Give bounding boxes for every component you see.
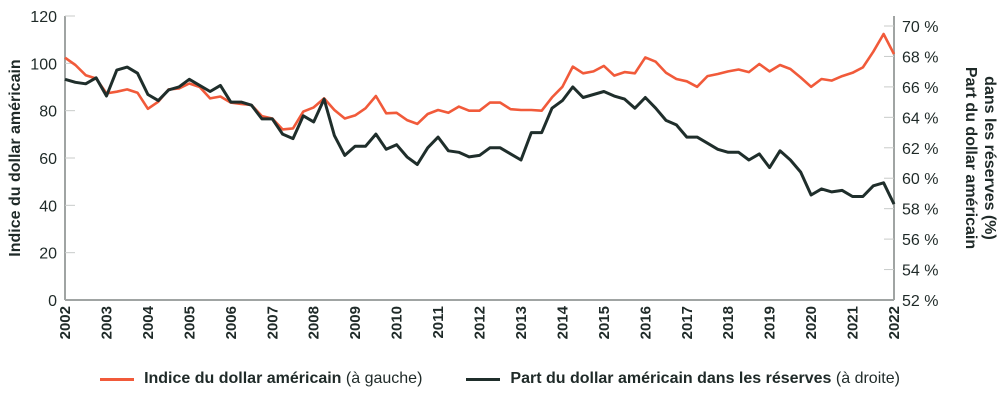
legend-item-reserve-share[interactable]: Part du dollar américain dans les réserv…: [466, 370, 900, 388]
x-tick-label: 2010: [389, 306, 406, 339]
left-tick-label: 0: [48, 293, 57, 310]
x-axis: 2002 2003 2004 2005 2006 2007 2008 2009 2010 2011…: [57, 299, 903, 339]
legend-swatch-orange: [100, 377, 135, 381]
legend-swatch-dark: [466, 377, 501, 381]
legend-suffix: (à gauche): [345, 370, 423, 387]
x-tick-label: 2013: [513, 306, 530, 339]
x-tick-label: 2009: [347, 306, 364, 339]
x-tick-label: 2006: [223, 306, 240, 339]
x-tick-label: 2019: [762, 306, 779, 339]
right-tick-label: 64 %: [902, 110, 938, 127]
x-tick-label: 2020: [803, 306, 820, 339]
right-axis-label-line2: dans les réserves (%): [981, 76, 998, 240]
x-tick-label: 2008: [306, 306, 323, 339]
legend: Indice du dollar américain (à gauche) Pa…: [0, 370, 1000, 388]
x-tick-label: 2018: [720, 306, 737, 339]
x-tick-label: 2011: [430, 306, 447, 339]
x-tick-label: 2012: [472, 306, 489, 339]
x-tick-label: 2004: [140, 305, 157, 339]
right-tick-label: 62 %: [902, 141, 938, 158]
left-tick-label: 120: [30, 9, 57, 26]
left-tick-label: 100: [30, 56, 57, 73]
x-tick-label: 2007: [264, 306, 281, 339]
x-tick-label: 2016: [637, 306, 654, 339]
x-tick-label: 2022: [886, 306, 903, 339]
x-tick-label: 2021: [845, 306, 862, 339]
right-tick-label: 60 %: [902, 171, 938, 188]
right-tick-label: 66 %: [902, 80, 938, 97]
right-axis-label-line1: Part du dollar américain: [962, 67, 979, 249]
right-tick-label: 56 %: [902, 232, 938, 249]
left-axis-label: Indice du dollar américain: [7, 59, 24, 256]
right-tick-label: 70 %: [902, 19, 938, 36]
x-tick-label: 2014: [554, 305, 571, 339]
legend-suffix: (à droite): [835, 370, 900, 387]
x-tick-label: 2005: [181, 306, 198, 339]
right-tick-label: 54 %: [902, 263, 938, 280]
legend-label: Part du dollar américain dans les réserv…: [510, 370, 832, 387]
legend-label: Indice du dollar américain: [144, 370, 342, 387]
series-lines: [64, 32, 896, 205]
left-tick-label: 40: [39, 198, 57, 215]
right-tick-label: 68 %: [902, 49, 938, 66]
left-tick-label: 60: [39, 151, 57, 168]
legend-item-dollar-index[interactable]: Indice du dollar américain (à gauche): [100, 370, 422, 388]
left-tick-label: 20: [39, 246, 57, 263]
right-tick-label: 52 %: [902, 293, 938, 310]
dollar-index-line: [64, 32, 896, 131]
x-tick-label: 2002: [57, 306, 74, 339]
dual-axis-line-chart: 0 20 40 60 80 100 120 52 % 54 % 56 % 58 % 60 % 62 %…: [7, 9, 998, 339]
x-tick-label: 2017: [679, 306, 696, 339]
right-tick-label: 58 %: [902, 202, 938, 219]
x-tick-label: 2015: [596, 306, 613, 339]
left-tick-label: 80: [39, 104, 57, 121]
x-tick-label: 2003: [98, 306, 115, 339]
reserve-share-line: [64, 65, 896, 205]
right-axis: 52 % 54 % 56 % 58 % 60 % 62 % 64 % 66 % 68 % 70 %: [884, 16, 938, 310]
left-axis: 0 20 40 60 80 100 120: [30, 9, 75, 310]
